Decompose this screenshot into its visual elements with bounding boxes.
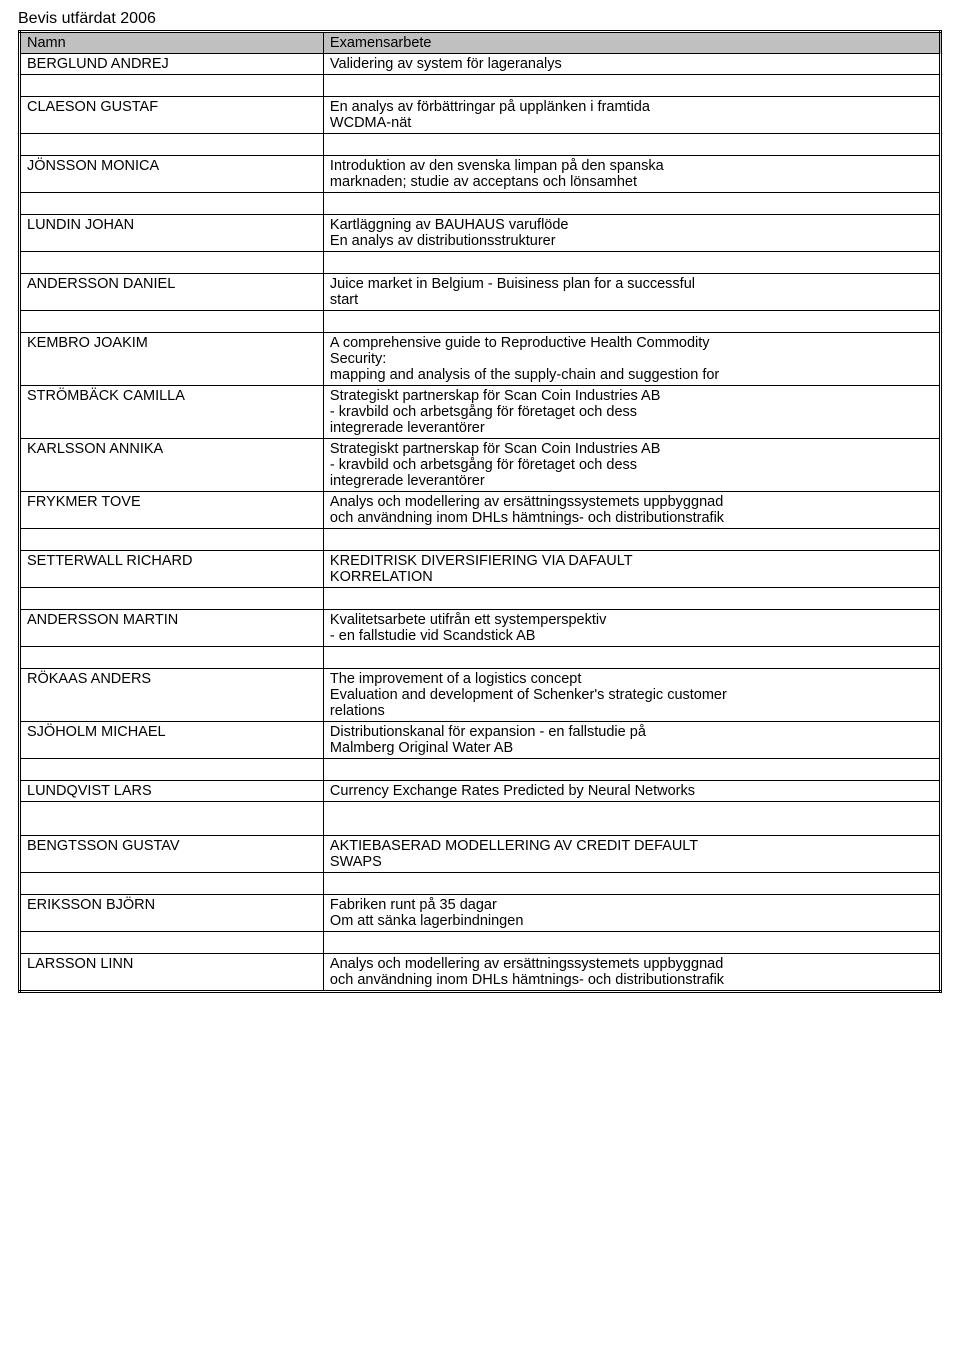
cell-name: KEMBRO JOAKIM	[20, 333, 324, 386]
table-row: FRYKMER TOVEAnalys och modellering av er…	[20, 492, 941, 529]
table-row: KARLSSON ANNIKAStrategiskt partnerskap f…	[20, 439, 941, 492]
table-row: BENGTSSON GUSTAVAKTIEBASERAD MODELLERING…	[20, 836, 941, 873]
table-row: LARSSON LINNAnalys och modellering av er…	[20, 954, 941, 992]
gap-cell	[323, 134, 940, 156]
gap-cell	[20, 802, 324, 836]
table-body: BERGLUND ANDREJValidering av system för …	[20, 54, 941, 992]
table-row: JÖNSSON MONICAIntroduktion av den svensk…	[20, 156, 941, 193]
table-row: ERIKSSON BJÖRNFabriken runt på 35 dagar …	[20, 895, 941, 932]
cell-description: AKTIEBASERAD MODELLERING AV CREDIT DEFAU…	[323, 836, 940, 873]
cell-name: ANDERSSON MARTIN	[20, 610, 324, 647]
gap-cell	[20, 134, 324, 156]
gap-cell	[323, 873, 940, 895]
cell-description: Kartläggning av BAUHAUS varuflöde En ana…	[323, 215, 940, 252]
table-row: ANDERSSON DANIELJuice market in Belgium …	[20, 274, 941, 311]
cell-description: Validering av system för lageranalys	[323, 54, 940, 75]
cell-description: En analys av förbättringar på upplänken …	[323, 97, 940, 134]
cell-description: Strategiskt partnerskap för Scan Coin In…	[323, 386, 940, 439]
gap-cell	[323, 529, 940, 551]
gap-cell	[20, 873, 324, 895]
gap-row	[20, 802, 941, 836]
cell-description: Introduktion av den svenska limpan på de…	[323, 156, 940, 193]
cell-description: Currency Exchange Rates Predicted by Neu…	[323, 781, 940, 802]
gap-row	[20, 759, 941, 781]
gap-cell	[323, 932, 940, 954]
cell-name: ERIKSSON BJÖRN	[20, 895, 324, 932]
cell-description: The improvement of a logistics concept E…	[323, 669, 940, 722]
gap-row	[20, 588, 941, 610]
cell-name: CLAESON GUSTAF	[20, 97, 324, 134]
gap-row	[20, 134, 941, 156]
gap-cell	[323, 193, 940, 215]
table-row: SETTERWALL RICHARDKREDITRISK DIVERSIFIER…	[20, 551, 941, 588]
cell-name: LUNDIN JOHAN	[20, 215, 324, 252]
cell-description: Analys och modellering av ersättningssys…	[323, 492, 940, 529]
thesis-table: Namn Examensarbete BERGLUND ANDREJValide…	[18, 30, 942, 993]
gap-cell	[323, 802, 940, 836]
gap-cell	[323, 311, 940, 333]
cell-name: ANDERSSON DANIEL	[20, 274, 324, 311]
cell-description: KREDITRISK DIVERSIFIERING VIA DAFAULT KO…	[323, 551, 940, 588]
cell-name: FRYKMER TOVE	[20, 492, 324, 529]
cell-name: SETTERWALL RICHARD	[20, 551, 324, 588]
cell-name: RÖKAAS ANDERS	[20, 669, 324, 722]
cell-description: Strategiskt partnerskap för Scan Coin In…	[323, 439, 940, 492]
cell-description: Analys och modellering av ersättningssys…	[323, 954, 940, 992]
gap-cell	[20, 75, 324, 97]
gap-cell	[20, 932, 324, 954]
gap-cell	[20, 588, 324, 610]
gap-cell	[323, 759, 940, 781]
gap-cell	[323, 647, 940, 669]
cell-name: BENGTSSON GUSTAV	[20, 836, 324, 873]
gap-row	[20, 75, 941, 97]
cell-name: STRÖMBÄCK CAMILLA	[20, 386, 324, 439]
table-row: BERGLUND ANDREJValidering av system för …	[20, 54, 941, 75]
gap-cell	[20, 311, 324, 333]
cell-name: SJÖHOLM MICHAEL	[20, 722, 324, 759]
cell-name: JÖNSSON MONICA	[20, 156, 324, 193]
cell-name: LARSSON LINN	[20, 954, 324, 992]
gap-row	[20, 193, 941, 215]
header-work: Examensarbete	[323, 32, 940, 54]
cell-description: A comprehensive guide to Reproductive He…	[323, 333, 940, 386]
cell-description: Kvalitetsarbete utifrån ett systemperspe…	[323, 610, 940, 647]
table-row: LUNDIN JOHANKartläggning av BAUHAUS varu…	[20, 215, 941, 252]
table-row: LUNDQVIST LARSCurrency Exchange Rates Pr…	[20, 781, 941, 802]
gap-row	[20, 873, 941, 895]
cell-name: LUNDQVIST LARS	[20, 781, 324, 802]
table-row: CLAESON GUSTAFEn analys av förbättringar…	[20, 97, 941, 134]
gap-cell	[20, 529, 324, 551]
gap-cell	[323, 588, 940, 610]
table-row: ANDERSSON MARTINKvalitetsarbete utifrån …	[20, 610, 941, 647]
table-row: KEMBRO JOAKIMA comprehensive guide to Re…	[20, 333, 941, 386]
gap-cell	[323, 252, 940, 274]
gap-row	[20, 311, 941, 333]
table-header-row: Namn Examensarbete	[20, 32, 941, 54]
gap-cell	[20, 193, 324, 215]
gap-cell	[20, 252, 324, 274]
table-row: RÖKAAS ANDERSThe improvement of a logist…	[20, 669, 941, 722]
gap-row	[20, 932, 941, 954]
gap-cell	[20, 759, 324, 781]
page-title: Bevis utfärdat 2006	[18, 10, 942, 28]
table-row: SJÖHOLM MICHAELDistributionskanal för ex…	[20, 722, 941, 759]
gap-row	[20, 647, 941, 669]
cell-description: Juice market in Belgium - Buisiness plan…	[323, 274, 940, 311]
cell-name: BERGLUND ANDREJ	[20, 54, 324, 75]
table-row: STRÖMBÄCK CAMILLAStrategiskt partnerskap…	[20, 386, 941, 439]
cell-name: KARLSSON ANNIKA	[20, 439, 324, 492]
gap-row	[20, 252, 941, 274]
gap-cell	[323, 75, 940, 97]
gap-cell	[20, 647, 324, 669]
cell-description: Fabriken runt på 35 dagar Om att sänka l…	[323, 895, 940, 932]
cell-description: Distributionskanal för expansion - en fa…	[323, 722, 940, 759]
header-name: Namn	[20, 32, 324, 54]
gap-row	[20, 529, 941, 551]
